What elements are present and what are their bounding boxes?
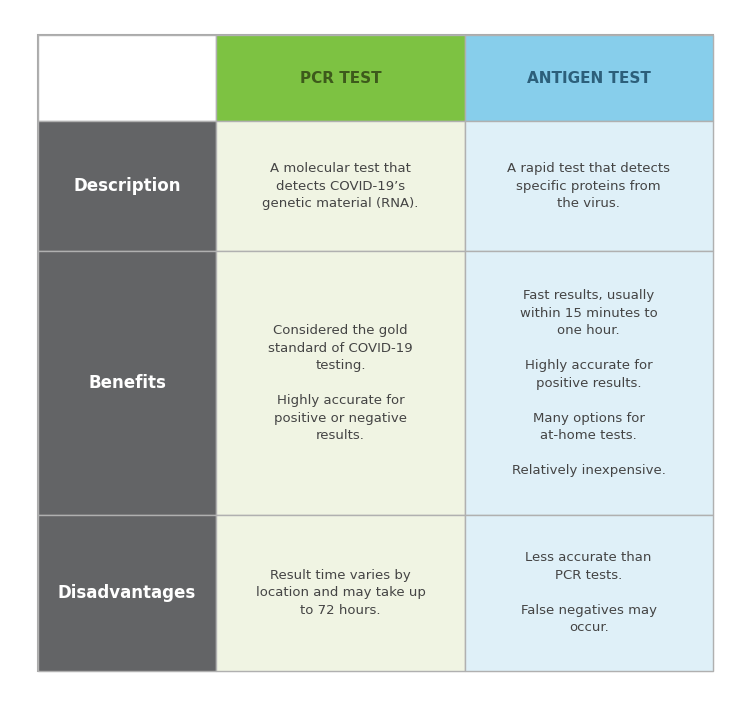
Text: Disadvantages: Disadvantages xyxy=(58,584,196,602)
Bar xyxy=(465,515,712,671)
Text: Result time varies by
location and may take up
to 72 hours.: Result time varies by location and may t… xyxy=(256,569,425,617)
Text: PCR TEST: PCR TEST xyxy=(300,71,382,85)
Bar xyxy=(217,251,465,515)
Bar xyxy=(38,35,217,121)
Bar xyxy=(217,515,465,671)
Text: A rapid test that detects
specific proteins from
the virus.: A rapid test that detects specific prote… xyxy=(507,162,670,210)
Text: ANTIGEN TEST: ANTIGEN TEST xyxy=(526,71,650,85)
Bar xyxy=(465,121,712,251)
Bar xyxy=(38,121,217,251)
Text: Description: Description xyxy=(74,177,181,195)
Text: Fast results, usually
within 15 minutes to
one hour.

Highly accurate for
positi: Fast results, usually within 15 minutes … xyxy=(512,289,665,477)
Text: Less accurate than
PCR tests.

False negatives may
occur.: Less accurate than PCR tests. False nega… xyxy=(520,551,657,635)
Bar xyxy=(217,35,465,121)
Text: Considered the gold
standard of COVID-19
testing.

Highly accurate for
positive : Considered the gold standard of COVID-19… xyxy=(268,324,413,442)
Bar xyxy=(38,515,217,671)
Text: Benefits: Benefits xyxy=(88,374,166,392)
Bar xyxy=(38,251,217,515)
Text: A molecular test that
detects COVID-19’s
genetic material (RNA).: A molecular test that detects COVID-19’s… xyxy=(262,162,419,210)
Bar xyxy=(217,121,465,251)
Bar xyxy=(465,251,712,515)
Bar xyxy=(465,35,712,121)
